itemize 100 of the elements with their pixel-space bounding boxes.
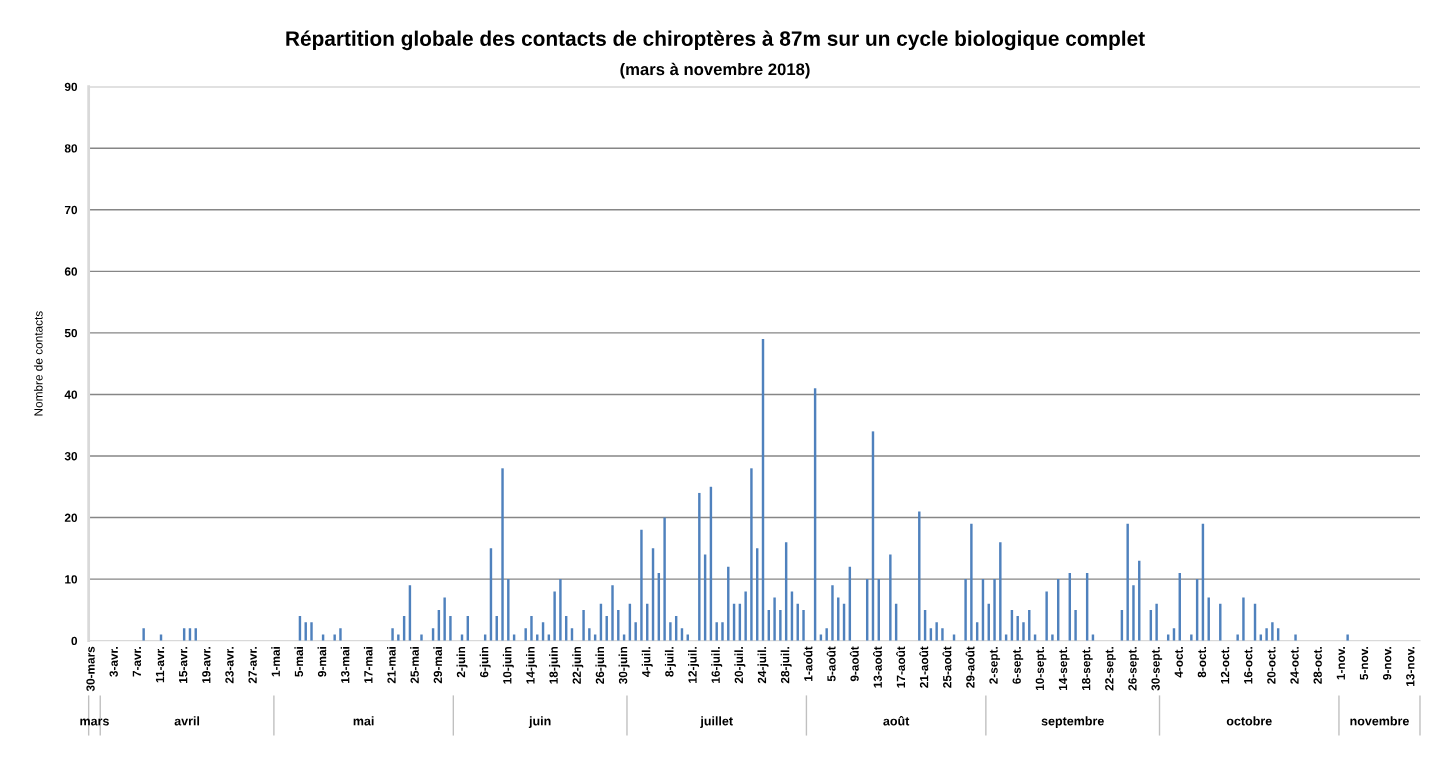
x-tick-label: 5-nov. (1359, 647, 1369, 680)
x-tick-label: 13-nov. (1406, 647, 1415, 686)
bar (773, 597, 776, 641)
bar (1155, 603, 1158, 641)
text: octobre (1226, 716, 1272, 726)
bar (559, 579, 562, 641)
bar (640, 529, 643, 641)
bar (1190, 634, 1193, 641)
bar (507, 579, 510, 641)
text: mars (80, 718, 109, 726)
x-tick-label: 6-sept. (1012, 647, 1024, 684)
x-tick-label: 1-nov. (1336, 647, 1346, 680)
x-tick-label: 26-juin (595, 646, 607, 684)
bar (1271, 622, 1274, 641)
bar (588, 628, 591, 641)
x-tick-label: 17-août (896, 646, 906, 688)
bar (721, 622, 724, 641)
text: août (883, 716, 910, 726)
x-tick-label: 16-juil. (711, 647, 723, 683)
y-tick-label: 50 (64, 328, 78, 338)
x-tick-label: 3-avr. (109, 647, 118, 677)
bar (553, 591, 556, 641)
bar (391, 628, 394, 641)
bar (611, 585, 614, 641)
x-tick-label: 13-mai (340, 647, 350, 683)
bar (1294, 634, 1297, 641)
text: novembre (1350, 716, 1409, 726)
x-tick-label: 18-juin (549, 646, 561, 684)
bar (1242, 597, 1245, 641)
x-tick-label: 25-mai (410, 647, 419, 684)
x-tick-label: 30-sept. (1151, 647, 1163, 691)
x-tick-label: 14-juin (525, 646, 537, 684)
y-tick-label: 40 (64, 390, 78, 399)
bar (1126, 523, 1129, 641)
y-tick-label: 60 (64, 267, 78, 276)
bar (443, 597, 446, 641)
bar (1132, 585, 1135, 641)
x-tick-label: 25-août (942, 646, 952, 688)
x-tick-label: 12-oct. (1220, 647, 1230, 684)
x-tick-label: 29-mai (433, 647, 443, 684)
bar (1236, 634, 1239, 641)
x-tick-label: 30-mars (86, 646, 95, 692)
x-tick-label: 23-avr. (225, 647, 234, 684)
bar (1207, 597, 1210, 641)
bar (831, 585, 834, 641)
bar (339, 628, 342, 641)
chart-subtitle: (mars à novembre 2018) (620, 62, 810, 79)
text: juin (528, 716, 551, 728)
x-tick-label: 24-juil. (757, 647, 769, 684)
x-tick-label: 16-oct. (1244, 647, 1253, 684)
bar (1265, 628, 1268, 641)
text: juillet (700, 716, 733, 728)
bar (889, 554, 892, 641)
y-tick-label: 10 (65, 575, 78, 584)
bar (669, 622, 672, 641)
x-tick-label: 30-juin (618, 646, 630, 685)
x-tick-label: 2-juin (456, 646, 468, 678)
bar (142, 628, 145, 641)
y-tick-label: 30 (64, 452, 78, 461)
x-tick-label: 19-avr. (202, 647, 211, 683)
bar (802, 609, 805, 641)
bar (397, 634, 400, 641)
bar (420, 634, 423, 641)
x-tick-label: 2-sept. (989, 647, 1001, 684)
x-tick-label: 7-avr. (132, 647, 142, 677)
x-tick-label: 21-mai (387, 647, 396, 684)
x-tick-label: 15-avr. (179, 647, 188, 683)
bar (935, 622, 938, 641)
y-tick-label: 20 (64, 513, 78, 522)
bar (634, 622, 637, 641)
bar (964, 579, 967, 641)
bar (1219, 603, 1222, 641)
bar (941, 628, 944, 641)
x-tick-label: 4-oct. (1174, 647, 1183, 678)
text: septembre (1041, 716, 1104, 728)
x-tick-label: 20-oct. (1267, 647, 1276, 684)
y-axis-title: Nombre de contacts (33, 311, 43, 416)
bar (1022, 622, 1025, 641)
text: avril (174, 716, 200, 726)
bar (918, 511, 921, 641)
x-tick-label: 28-juil. (780, 647, 792, 684)
x-tick-label: 5-août (826, 646, 836, 682)
bar (1016, 616, 1019, 641)
x-tick-label: 9-nov. (1382, 647, 1392, 680)
bar (582, 609, 585, 641)
bar (750, 468, 753, 641)
y-tick-label: 70 (64, 205, 78, 215)
bar (1074, 609, 1077, 641)
bar (663, 517, 666, 641)
x-tick-label: 1-août (803, 646, 813, 681)
bar (501, 468, 504, 641)
x-tick-label: 22-sept. (1105, 647, 1116, 691)
bar (970, 523, 973, 641)
x-tick-label: 10-sept. (1035, 647, 1047, 691)
bar (310, 622, 313, 641)
x-tick-label: 9-août (849, 646, 859, 682)
x-tick-label: 14-sept. (1058, 647, 1070, 691)
bar (1051, 634, 1054, 641)
bar (449, 616, 452, 641)
y-tick-label: 80 (64, 144, 78, 153)
